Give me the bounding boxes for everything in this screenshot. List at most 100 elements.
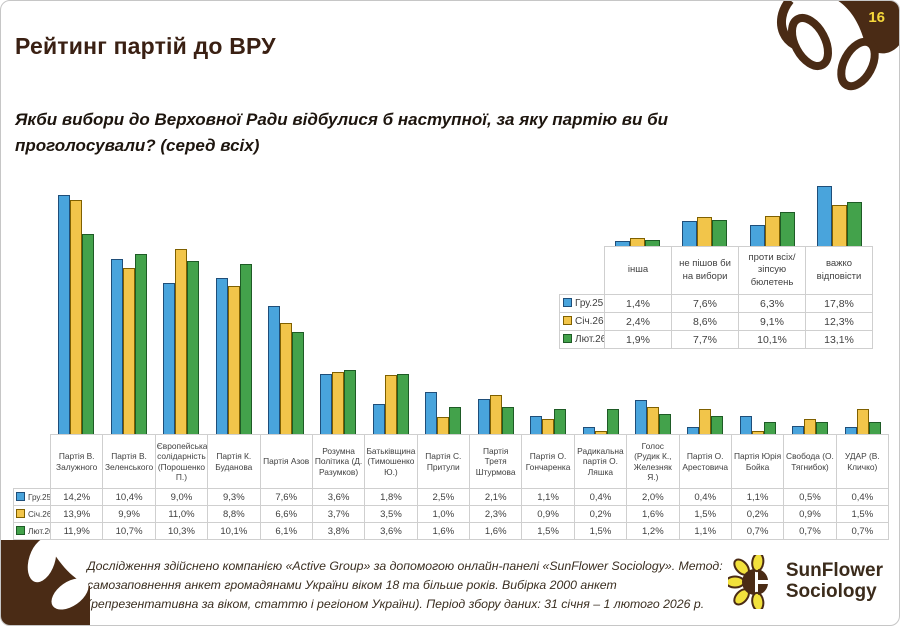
value-cell: 1,1% [678,522,732,540]
bar-group [470,189,522,434]
value-cell: 7,6% [259,488,313,506]
bar-Січ.26 [697,217,713,246]
bar-Гру.25 [582,427,595,434]
bar-Лют.26 [659,414,672,434]
value-cell: 0,4% [678,488,732,506]
bar-Січ.26 [699,409,712,434]
methodology-note: Дослідження здійснено компанією «Active … [87,559,723,612]
bar-group [679,189,731,434]
bar-Січ.26 [831,205,847,246]
bar-Гру.25 [816,186,832,246]
value-cell: 7,6% [671,294,739,313]
legend-label: Січ.26 [13,505,51,523]
value-cell: 0,7% [835,522,890,540]
bar-group [417,189,469,434]
table-row: Лют.26 1,9% 7,7% 10,1% 13,1% [559,330,873,349]
bar-Гру.25 [215,278,228,434]
bar-Лют.26 [239,264,252,434]
value-cell: 2,0% [626,488,680,506]
bar-Гру.25 [477,399,490,434]
category-header: УДАР (В. Кличко) [835,434,890,489]
category-header: Європейська солідарність (Порошенко П.) [154,434,209,489]
value-cell: 9,3% [207,488,261,506]
table-row: Гру.25 1,4% 7,6% 6,3% 17,8% [559,294,873,313]
bar-Січ.26 [70,200,83,434]
legend-marker [16,492,25,501]
category-header: Радикальна партія О. Ляшка [573,434,628,489]
bar-group [806,184,873,246]
bar-Січ.26 [122,268,135,434]
bar-Січ.26 [332,372,345,434]
category-header: Партія Азов [259,434,313,489]
bar-Лют.26 [187,261,200,434]
bar-Лют.26 [711,416,724,434]
bar-Гру.25 [844,427,857,434]
value-cell: 11,0% [154,505,209,523]
sunflower-corner-decoration-top-right [777,1,899,91]
legend-label: Лют.26 [13,522,51,540]
value-cell: 1,5% [521,522,575,540]
value-cell: 0,4% [573,488,628,506]
bar-Лют.26 [606,409,619,434]
value-cell: 1,5% [835,505,890,523]
bar-group [671,184,738,246]
category-header: Партія С. Притули [416,434,471,489]
category-header: Партія В. Зеленського [102,434,156,489]
category-header: Партія О. Арестовича [678,434,732,489]
bar-Січ.26 [804,419,817,434]
bar-group [365,189,417,434]
bar-Січ.26 [594,431,607,434]
bar-Гру.25 [372,404,385,434]
value-cell: 12,3% [805,312,873,331]
value-cell: 1,5% [573,522,628,540]
category-header: Партія Юрія Бойка [730,434,785,489]
bar-Січ.26 [227,286,240,434]
logo-text-line1: SunFlower [785,560,883,582]
bar-Лют.26 [816,422,829,434]
bar-group [102,189,154,434]
value-cell: 10,7% [102,522,156,540]
value-cell: 11,9% [49,522,104,540]
bar-Гру.25 [635,400,648,434]
bar-Гру.25 [739,416,752,434]
bar-Січ.26 [175,249,188,434]
value-cell: 1,9% [604,330,672,349]
category-header: проти всіх/зіпсую бюлетень [738,246,806,295]
survey-question: Якби вибори до Верховної Ради відбулися … [15,110,669,155]
bar-Січ.26 [384,375,397,434]
value-cell: 3,6% [364,522,418,540]
bar-Гру.25 [530,416,543,434]
value-cell: 2,1% [468,488,523,506]
value-cell: 3,5% [364,505,418,523]
value-cell: 2,3% [468,505,523,523]
bar-Гру.25 [425,392,438,434]
bar-Січ.26 [630,238,646,246]
bar-group [739,184,806,246]
category-header: Свобода (О. Тягнибок) [783,434,837,489]
category-header: Голос (Рудик К., Железняк Я.) [626,434,680,489]
value-cell: 7,7% [671,330,739,349]
bar-group [312,189,364,434]
value-cell: 13,9% [49,505,104,523]
page-number: 16 [868,9,885,26]
sunflower-logo-icon [727,555,768,609]
value-cell: 0,9% [521,505,575,523]
legend-label: Гру.25 [13,488,51,506]
value-cell: 0,2% [730,505,785,523]
legend-marker [563,334,572,343]
value-cell: 1,8% [364,488,418,506]
inset-bar-chart [604,184,873,246]
category-header: не пішов би на вибори [671,246,739,295]
value-cell: 9,0% [154,488,209,506]
bar-Гру.25 [163,283,176,434]
bar-group [837,189,889,434]
value-cell: 6,3% [738,294,806,313]
value-cell: 1,4% [604,294,672,313]
table-corner-cell [560,247,605,295]
bar-Лют.26 [82,234,95,434]
value-cell: 1,1% [521,488,575,506]
value-cell: 3,7% [311,505,366,523]
table-corner-cell [14,435,51,489]
bar-group [627,189,679,434]
